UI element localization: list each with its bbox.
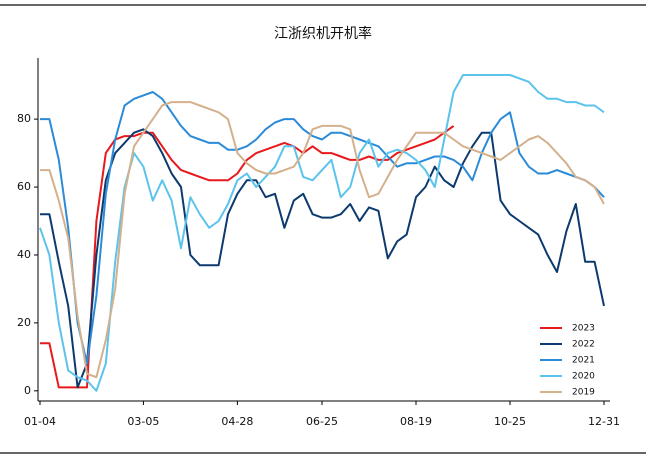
x-tick-label: 01-04 (24, 415, 56, 428)
y-tick-label: 0 (24, 384, 31, 397)
legend-label: 2023 (572, 324, 595, 334)
legend-label: 2022 (572, 340, 595, 350)
legend-label: 2020 (572, 372, 595, 382)
chart-title: 江浙织机开机率 (274, 25, 372, 42)
x-tick-label: 06-25 (306, 415, 338, 428)
x-tick-label: 08-19 (400, 415, 432, 428)
series-line (40, 128, 605, 389)
series-line (39, 74, 605, 392)
x-tick-label: 03-05 (127, 415, 159, 428)
y-tick-label: 40 (17, 248, 31, 261)
y-tick-label: 20 (17, 316, 31, 329)
x-tick-label: 10-25 (494, 415, 526, 428)
x-tick-label: 12-31 (588, 415, 620, 428)
series-line (40, 125, 455, 389)
series-line (40, 91, 605, 365)
y-tick-label: 60 (17, 180, 31, 193)
y-tick-label: 80 (17, 112, 31, 125)
legend-label: 2021 (572, 356, 595, 366)
legend-label: 2019 (572, 388, 595, 398)
series-line (40, 101, 605, 379)
x-tick-label: 04-28 (221, 415, 253, 428)
